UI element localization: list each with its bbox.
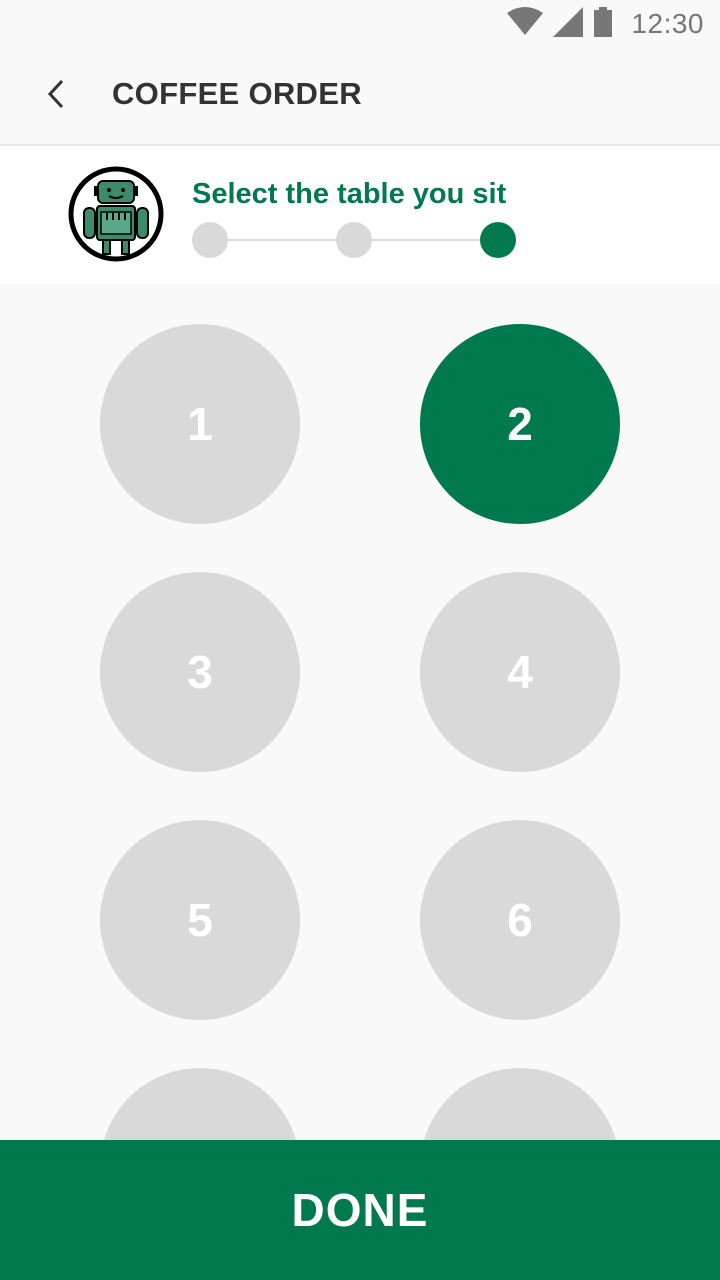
back-button[interactable] bbox=[32, 72, 80, 120]
status-time: 12:30 bbox=[631, 8, 704, 39]
status-icons: 12:30 bbox=[507, 6, 704, 42]
table-button[interactable]: 5 bbox=[100, 820, 300, 1020]
step-connector bbox=[372, 239, 480, 241]
table-grid: 1 2 3 4 5 6 bbox=[0, 284, 720, 1140]
table-button[interactable]: 1 bbox=[100, 324, 300, 524]
table-button[interactable]: 4 bbox=[420, 572, 620, 772]
table-button[interactable] bbox=[100, 1068, 300, 1140]
done-button[interactable]: DONE bbox=[0, 1140, 720, 1280]
app-bar: COFFEE ORDER bbox=[0, 48, 720, 146]
back-chevron-icon bbox=[44, 78, 68, 115]
step-progress bbox=[192, 222, 518, 258]
battery-icon bbox=[593, 6, 613, 42]
step-header: Select the table you sit bbox=[0, 146, 720, 284]
step-title: Select the table you sit bbox=[192, 178, 507, 210]
step-connector bbox=[228, 239, 336, 241]
cell-signal-icon bbox=[553, 6, 584, 42]
step-dot-1 bbox=[192, 222, 228, 258]
step-dot-2 bbox=[336, 222, 372, 258]
wifi-icon bbox=[507, 6, 544, 42]
table-button[interactable] bbox=[420, 1068, 620, 1140]
table-button[interactable]: 3 bbox=[100, 572, 300, 772]
robot-avatar-icon bbox=[68, 166, 164, 262]
table-button[interactable]: 2 bbox=[420, 324, 620, 524]
status-bar: 12:30 bbox=[0, 0, 720, 48]
table-button[interactable]: 6 bbox=[420, 820, 620, 1020]
page-title: COFFEE ORDER bbox=[112, 76, 362, 111]
step-dot-3 bbox=[480, 222, 516, 258]
